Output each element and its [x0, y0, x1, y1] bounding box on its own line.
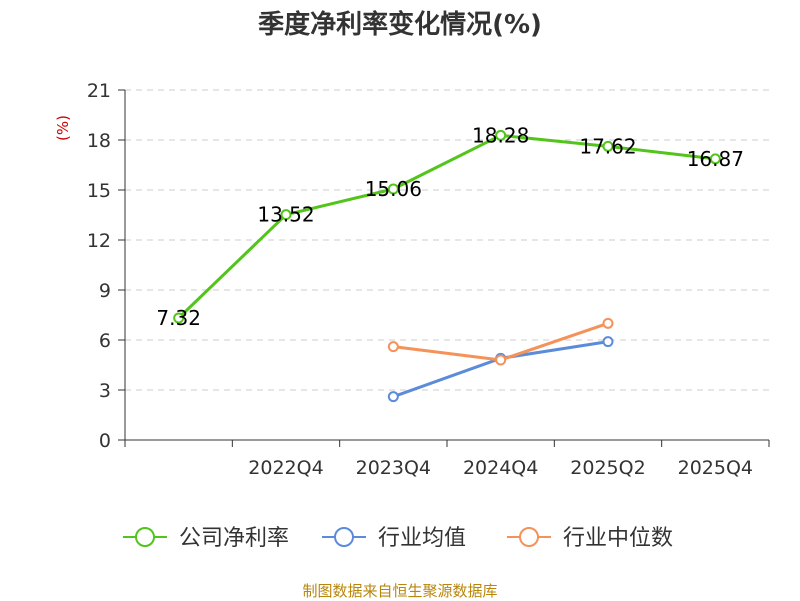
series-layer — [173, 129, 721, 403]
y-tick-label: 15 — [87, 180, 111, 202]
y-tick-label: 0 — [99, 430, 111, 452]
x-tick-label: 2023Q4 — [356, 457, 431, 479]
axis-layer: 0 3 6 9 12 15 18 21 2022Q4 2023Q4 2024Q4 2025Q2 2025… — [87, 80, 770, 479]
x-tick-label: 2025Q4 — [678, 457, 753, 479]
y-tick-label: 6 — [99, 330, 111, 352]
data-label: 16.87 — [687, 147, 744, 171]
series-point-1 — [602, 336, 614, 348]
x-tick-label: 2025Q2 — [570, 457, 645, 479]
y-tick-label: 3 — [99, 380, 111, 402]
y-tick-label: 9 — [99, 280, 111, 302]
y-tick-label: 12 — [87, 230, 111, 252]
series-point-0 — [709, 153, 721, 165]
x-tick-label: 2024Q4 — [463, 457, 538, 479]
series-line-0 — [177, 133, 716, 320]
legend-marker-2 — [519, 527, 539, 547]
chart-title: 季度净利率变化情况(%) — [258, 10, 542, 40]
x-tick-label: 2022Q4 — [248, 457, 323, 479]
y-tick-label: 21 — [87, 80, 111, 102]
series-point-2 — [495, 354, 507, 366]
source-note: 制图数据来自恒生聚源数据库 — [302, 582, 498, 600]
series-point-0 — [280, 209, 292, 221]
legend-label-2: 行业中位数 — [563, 526, 673, 551]
data-label: 7.32 — [156, 306, 201, 330]
y-tick-label: 18 — [87, 130, 111, 152]
legend: 公司净利率 行业均值 行业中位数 — [123, 526, 673, 551]
series-point-0 — [602, 140, 614, 152]
series-point-1 — [387, 391, 399, 403]
series-point-0 — [495, 129, 507, 141]
y-axis-unit-label: (%) — [54, 115, 72, 141]
legend-marker-0 — [135, 527, 155, 547]
label-layer: 7.32 13.52 15.06 18.28 17.62 16.87 — [156, 123, 744, 330]
data-label: 13.52 — [257, 203, 314, 227]
grid-layer — [125, 89, 769, 391]
data-label: 17.62 — [579, 134, 636, 158]
series-point-2 — [602, 317, 614, 329]
series-point-0 — [387, 183, 399, 195]
legend-label-1: 行业均值 — [378, 526, 466, 551]
series-point-0 — [173, 312, 185, 324]
series-point-2 — [387, 341, 399, 353]
data-label: 18.28 — [472, 123, 529, 147]
data-label: 15.06 — [365, 177, 422, 201]
legend-marker-1 — [334, 527, 354, 547]
legend-label-0: 公司净利率 — [179, 526, 289, 551]
